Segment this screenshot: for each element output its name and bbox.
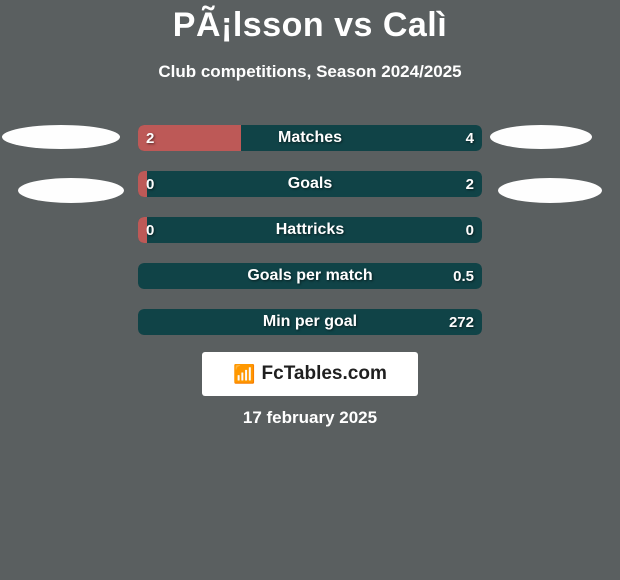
brand-icon: 📶 (233, 365, 255, 383)
stat-row: Goals per match0.5 (138, 263, 482, 289)
stat-value-right: 4 (466, 125, 474, 151)
page-subtitle: Club competitions, Season 2024/2025 (0, 62, 620, 82)
stat-row: 0Goals2 (138, 171, 482, 197)
stat-row: 0Hattricks0 (138, 217, 482, 243)
player-right-badge-1 (490, 125, 592, 149)
stat-label: Goals per match (138, 263, 482, 289)
brand-text: FcTables.com (262, 363, 387, 385)
stat-value-right: 2 (466, 171, 474, 197)
stat-row: 2Matches4 (138, 125, 482, 151)
stat-value-right: 0.5 (453, 263, 474, 289)
page-title: PÃ¡lsson vs Calì (0, 6, 620, 45)
player-right-badge-2 (498, 178, 602, 203)
stat-row: Min per goal272 (138, 309, 482, 335)
stat-label: Matches (138, 125, 482, 151)
comparison-bars: 2Matches40Goals20Hattricks0Goals per mat… (138, 125, 482, 355)
stat-label: Min per goal (138, 309, 482, 335)
stat-value-right: 272 (449, 309, 474, 335)
player-left-badge-2 (18, 178, 124, 203)
footer-date: 17 february 2025 (0, 408, 620, 428)
stat-label: Goals (138, 171, 482, 197)
brand-box[interactable]: 📶 FcTables.com (202, 352, 418, 396)
player-left-badge-1 (2, 125, 120, 149)
stat-label: Hattricks (138, 217, 482, 243)
stat-value-right: 0 (466, 217, 474, 243)
